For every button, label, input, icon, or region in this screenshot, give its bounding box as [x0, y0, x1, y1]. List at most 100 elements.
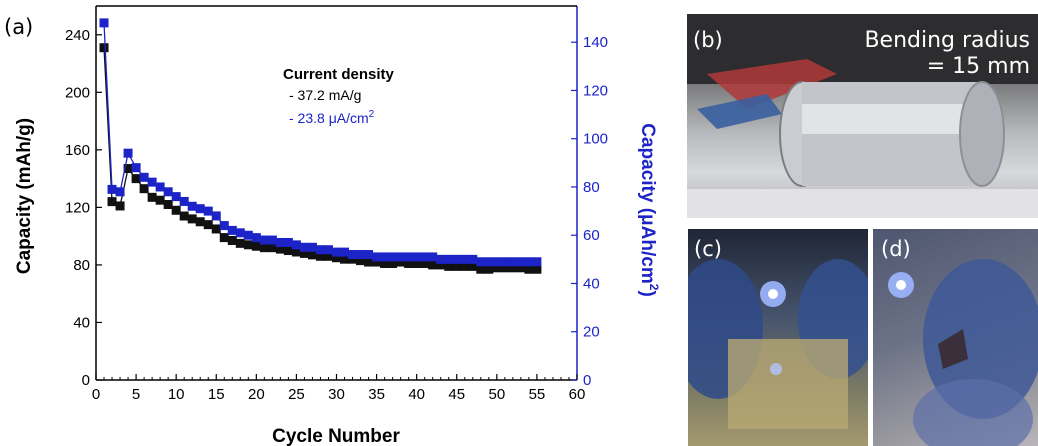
- bending-radius-line1: Bending radius: [864, 28, 1030, 53]
- data-point-area: [275, 237, 285, 247]
- data-point-area: [524, 257, 534, 267]
- data-point-area: [211, 211, 221, 221]
- data-point-area: [332, 247, 341, 257]
- data-point-mass: [524, 264, 534, 274]
- data-point-area: [396, 252, 406, 262]
- data-point-mass: [412, 258, 422, 268]
- y-left-tick-label: 160: [65, 142, 90, 159]
- data-point-area: [179, 196, 189, 206]
- data-point-mass: [219, 233, 229, 243]
- legend-item-area-prefix: - 23.8: [289, 110, 329, 126]
- data-point-mass: [187, 214, 197, 224]
- folded-cell-led-photo: (d): [873, 229, 1038, 446]
- legend-item-area: - 23.8 μA/cm2: [289, 109, 375, 126]
- data-point-area: [468, 254, 478, 264]
- data-point-area: [348, 250, 358, 260]
- data-point-mass: [147, 192, 157, 202]
- y-left-tick-label: 120: [65, 199, 90, 216]
- data-point-mass: [372, 257, 382, 267]
- data-point-mass: [332, 253, 341, 263]
- data-point-mass: [115, 201, 125, 211]
- data-point-area: [139, 172, 149, 182]
- data-point-area: [372, 252, 382, 262]
- bent-cell-illustration: [687, 14, 1038, 218]
- data-point-mass: [444, 261, 454, 271]
- data-point-mass: [340, 254, 350, 264]
- data-point-mass: [203, 220, 213, 230]
- x-tick-label: 10: [168, 386, 185, 403]
- data-point-area: [283, 237, 293, 247]
- data-point-mass: [307, 250, 317, 260]
- y-left-tick-label: 80: [73, 257, 90, 274]
- data-point-area: [131, 163, 141, 173]
- y-right-tick-label: 100: [583, 131, 608, 148]
- data-point-mass: [484, 264, 494, 274]
- data-point-mass: [259, 243, 269, 253]
- data-point-area: [107, 184, 117, 194]
- data-point-mass: [356, 256, 366, 266]
- data-point-area: [227, 225, 237, 235]
- y-right-tick-label: 120: [583, 82, 608, 99]
- data-point-area: [219, 221, 229, 231]
- data-point-area: [123, 148, 133, 158]
- data-point-mass: [460, 261, 470, 271]
- data-point-area: [532, 257, 542, 267]
- data-point-area: [356, 250, 366, 260]
- bending-radius-label: Bending radius = 15 mm: [864, 28, 1030, 80]
- data-point-area: [492, 257, 502, 267]
- data-point-mass: [243, 240, 253, 250]
- data-point-mass: [291, 247, 301, 257]
- data-point-mass: [388, 258, 398, 268]
- data-point-mass: [179, 211, 189, 221]
- data-point-area: [259, 235, 269, 245]
- panel-label-a: (a): [4, 15, 33, 39]
- y-left-tick-label: 240: [65, 27, 90, 44]
- x-tick-label: 5: [132, 386, 140, 403]
- data-point-area: [163, 187, 173, 197]
- series-line-area: [103, 22, 537, 263]
- data-point-area: [428, 252, 438, 262]
- legend-item-area-unit: μA/cm: [329, 110, 369, 126]
- data-point-mass: [171, 205, 181, 215]
- data-point-mass: [211, 224, 221, 234]
- data-point-area: [436, 254, 446, 264]
- x-tick-label: 25: [288, 386, 305, 403]
- data-point-area: [235, 228, 245, 238]
- data-point-area: [404, 252, 414, 262]
- data-point-area: [315, 245, 325, 255]
- panel-label-d: (d): [881, 237, 911, 261]
- data-point-area: [500, 257, 510, 267]
- data-point-mass: [364, 257, 374, 267]
- data-point-area: [412, 252, 422, 262]
- data-point-area: [508, 257, 518, 267]
- data-point-mass: [492, 263, 502, 273]
- data-point-area: [243, 230, 253, 240]
- data-point-mass: [348, 254, 358, 264]
- data-point-mass: [155, 195, 165, 205]
- data-point-mass: [323, 251, 333, 261]
- x-tick-label: 35: [368, 386, 385, 403]
- x-tick-label: 0: [92, 386, 100, 403]
- data-point-area: [484, 257, 494, 267]
- data-point-area: [147, 177, 157, 187]
- y-right-tick-label: 40: [583, 275, 600, 292]
- data-point-mass: [468, 261, 478, 271]
- x-tick-label: 55: [529, 386, 546, 403]
- y-right-tick-label: 0: [583, 372, 591, 389]
- data-point-mass: [123, 164, 133, 174]
- data-point-area: [380, 252, 390, 262]
- right-axis-title-sup: 2: [647, 284, 661, 291]
- data-point-mass: [532, 264, 542, 274]
- data-point-mass: [436, 260, 446, 270]
- y-right-tick-label: 80: [583, 179, 600, 196]
- data-point-area: [267, 235, 277, 245]
- data-point-mass: [251, 241, 261, 251]
- right-axis-title-prefix: Capacity (: [637, 123, 658, 214]
- y-right-tick-label: 140: [583, 34, 608, 51]
- bending-photo: (b) Bending radius = 15 mm: [687, 14, 1038, 218]
- x-tick-label: 15: [208, 386, 225, 403]
- data-point-area: [155, 182, 165, 192]
- y-left-tick-label: 200: [65, 84, 90, 101]
- data-point-mass: [428, 260, 438, 270]
- legend-item-mass: - 37.2 mA/g: [289, 87, 361, 103]
